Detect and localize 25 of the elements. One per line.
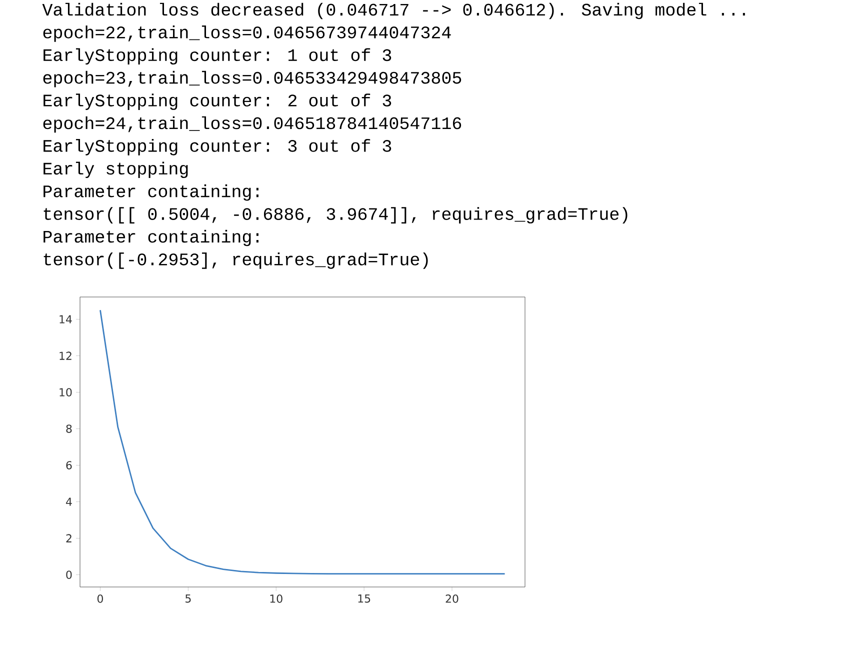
- x-tick-label: 0: [97, 594, 103, 603]
- y-tick-label: 2: [66, 534, 72, 542]
- y-tick-label: 10: [60, 388, 72, 396]
- text: EarlyStopping counter: 2 out of 3: [44, 94, 392, 110]
- text: Validation loss decreased (0.046717 --> 0.046612). Saving model ...: [42, 2, 745, 20]
- text: epoch=24,train_loss=0.046518784140547116: [43, 116, 462, 133]
- text: Parameter containing:: [44, 184, 258, 201]
- text: tensor([-0.2953], requires_grad=True): [44, 252, 428, 269]
- x-tick-label: 15: [358, 594, 370, 603]
- text: epoch=22,train_loss=0.04656739744047324: [43, 26, 451, 42]
- text: Early stopping: [44, 162, 188, 178]
- y-tick-label: 6: [66, 461, 72, 470]
- text: EarlyStopping counter: 1 out of 3: [44, 48, 392, 65]
- text: epoch=23,train_loss=0.046533429498473805: [43, 70, 462, 88]
- y-tick-label: 12: [60, 352, 72, 360]
- x-tick-label: 20: [446, 594, 458, 603]
- text: EarlyStopping counter: 3 out of 3: [44, 139, 392, 156]
- x-tick-label: 5: [186, 594, 191, 603]
- text: Parameter containing:: [44, 230, 258, 246]
- text: tensor([[ 0.5004, -0.6886, 3.9674]], requires_grad=True): [44, 207, 628, 224]
- y-tick-label: 14: [60, 315, 72, 324]
- y-tick-label: 8: [66, 424, 72, 433]
- y-tick-label: 4: [66, 498, 72, 506]
- y-tick-label: 0: [66, 570, 72, 579]
- x-tick-label: 10: [270, 594, 282, 603]
